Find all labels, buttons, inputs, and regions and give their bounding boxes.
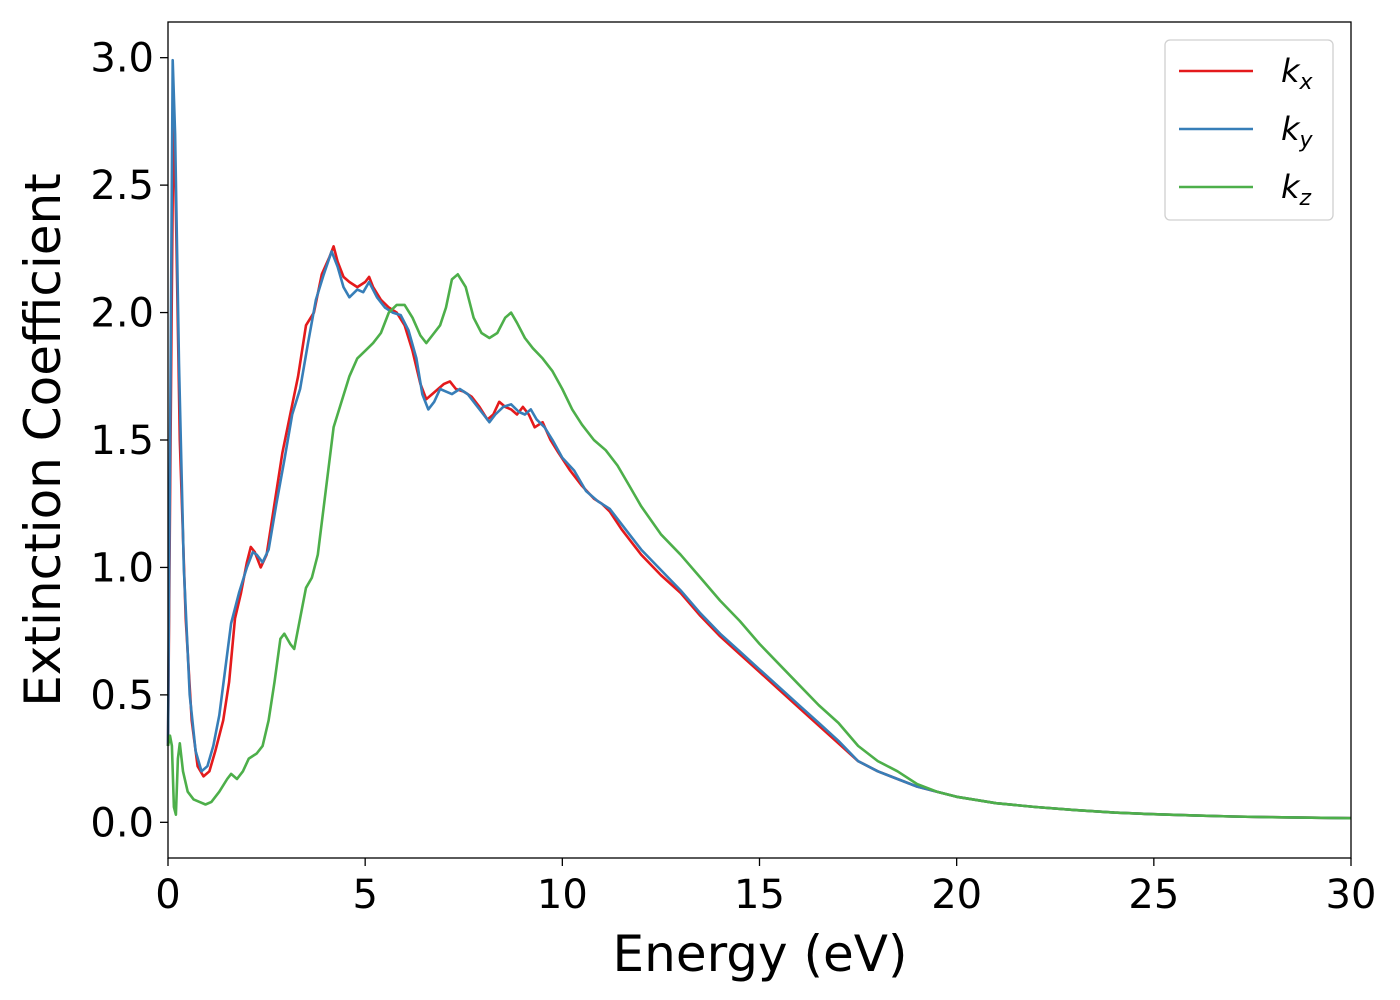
series-line-z [166,273,1352,820]
legend-label-x: kx [1281,52,1314,95]
x-tick-label: 20 [931,872,982,918]
y-axis-title: Extinction Coefficient [14,173,72,707]
x-tick-label: 10 [537,872,588,918]
y-tick-label: 3.0 [90,36,154,82]
ticks-layer: 0 5 10 15 20 25 30 0.0 0.5 1.0 1.5 2.0 2.5 3.0 [90,36,1376,918]
y-tick-label: 0.0 [90,800,154,846]
series-layer [166,58,1352,820]
x-tick-label: 25 [1128,872,1179,918]
x-tick-label: 0 [155,872,180,918]
x-axis-title: Energy (eV) [613,925,908,983]
y-tick-label: 1.5 [90,418,154,464]
legend-label-y: ky [1281,110,1314,153]
y-tick-label: 2.0 [90,291,154,337]
x-tick-label: 30 [1326,872,1377,918]
y-tick-label: 1.0 [90,545,154,591]
legend: kx ky kz [1164,39,1334,221]
series-line-y [166,58,1352,820]
y-tick-label: 2.5 [90,163,154,209]
y-tick-label: 0.5 [90,673,154,719]
legend-label-z: kz [1281,168,1312,211]
x-tick-label: 5 [352,872,377,918]
x-tick-label: 15 [734,872,785,918]
